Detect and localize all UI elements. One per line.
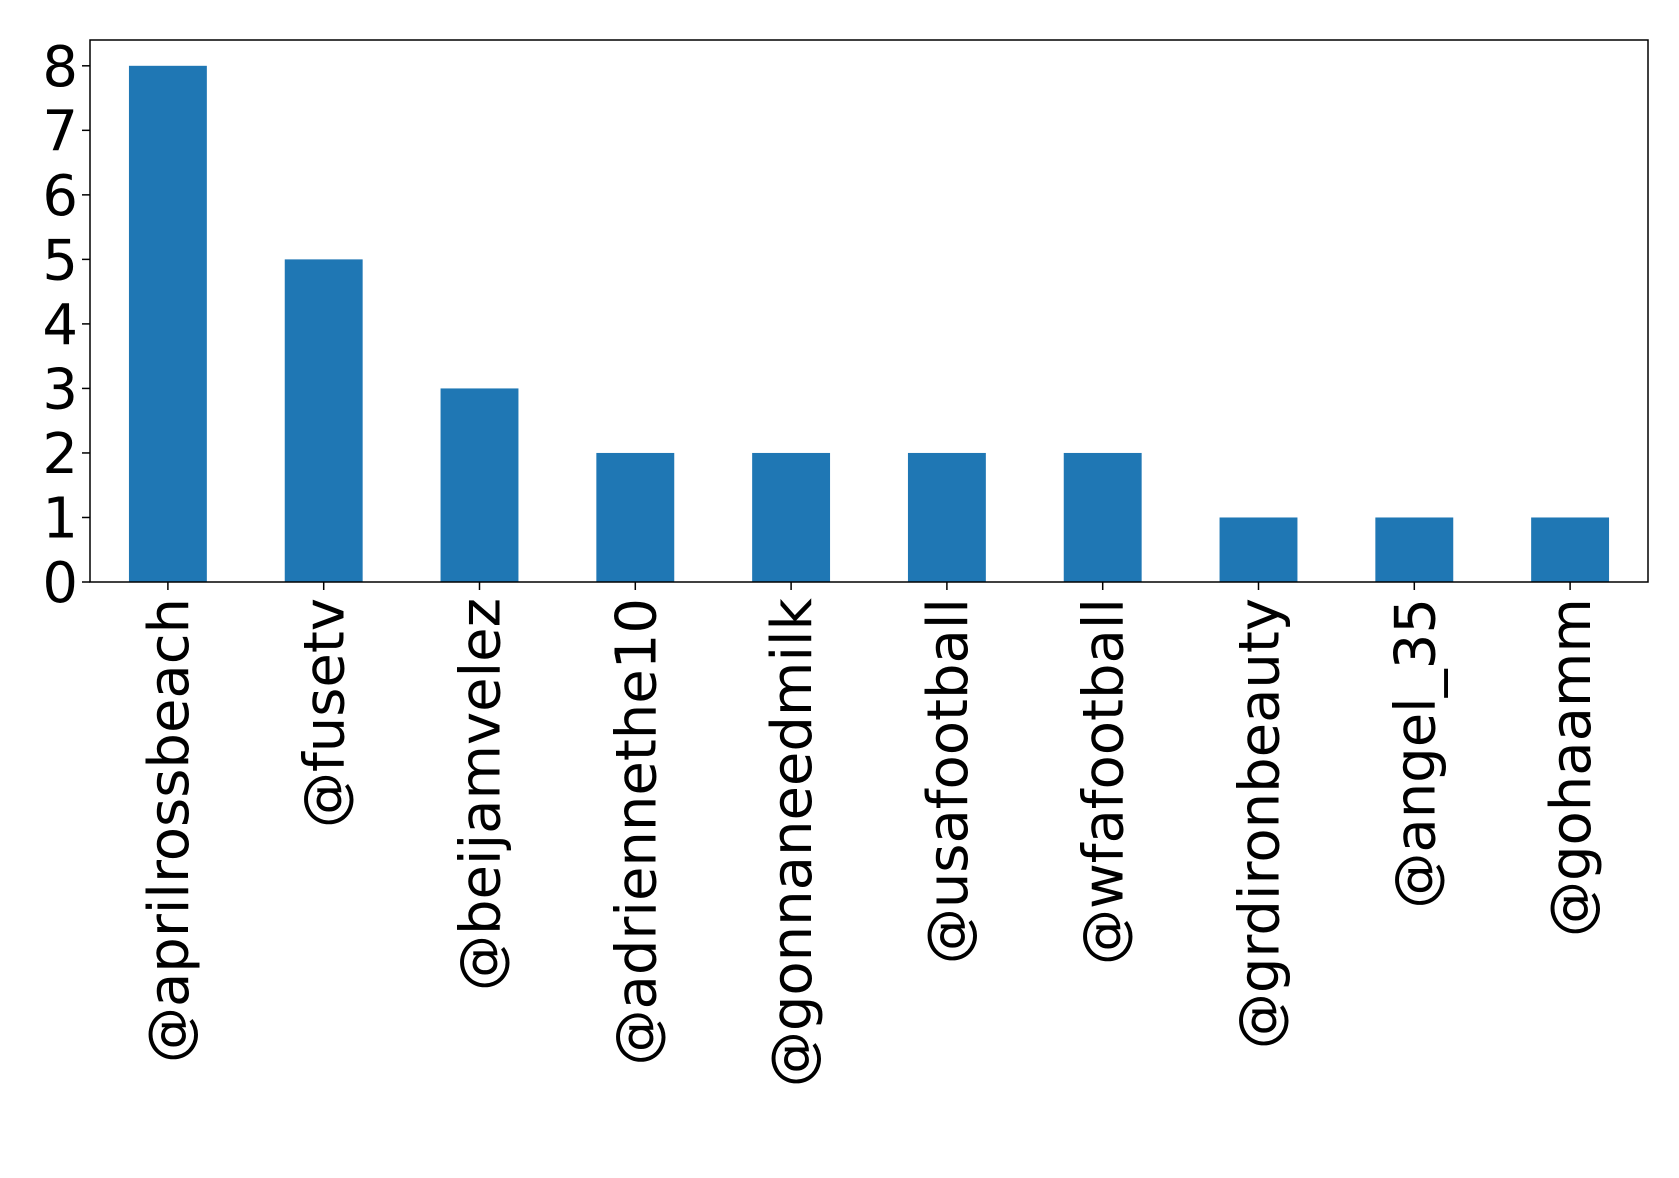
x-tick-label: @grdironbeauty	[1228, 598, 1293, 1049]
x-tick-label: @gonnaneedmilk	[760, 597, 825, 1087]
bar-usafootball	[907, 452, 986, 582]
y-tick-label: 7	[42, 99, 78, 164]
x-tick-label: @aprilrossbeach	[137, 598, 202, 1063]
x-tick-label: @fusetv	[293, 598, 358, 828]
bar-aprilrossbeach	[128, 65, 207, 582]
x-tick-label: @usafootball	[916, 598, 981, 964]
plot-area-frame	[89, 39, 1649, 583]
x-tick-label: @gohaamm	[1539, 598, 1604, 937]
y-tick-label: 6	[42, 164, 78, 229]
bar-wfafootball	[1063, 452, 1142, 582]
y-tick-label: 2	[42, 422, 78, 487]
y-tick-label: 1	[42, 486, 78, 551]
x-tick-label: @beijamvelez	[449, 598, 514, 991]
bar-angel35	[1375, 517, 1454, 582]
y-tick-label: 3	[42, 357, 78, 422]
bar-gonnaneedmilk	[752, 452, 831, 582]
y-tick-label: 8	[42, 35, 78, 100]
bar-grdironbeauty	[1219, 517, 1298, 582]
bar-gohaamm	[1531, 517, 1610, 582]
x-tick-label: @adriennethe10	[604, 598, 669, 1065]
y-tick-label: 4	[42, 293, 78, 358]
x-tick-label: @wfafootball	[1072, 598, 1137, 965]
x-tick-label: @angel_35	[1383, 598, 1448, 909]
y-tick-label: 5	[42, 228, 78, 293]
bars-group	[128, 65, 1610, 582]
y-tick-label: 0	[42, 551, 78, 616]
x-axis: @aprilrossbeach @fusetv @beijamvelez @adrie…	[137, 582, 1604, 1087]
bar-fusetv	[284, 259, 363, 582]
bar-beijamvelez	[440, 388, 519, 582]
bar-adriennethe10	[596, 452, 675, 582]
